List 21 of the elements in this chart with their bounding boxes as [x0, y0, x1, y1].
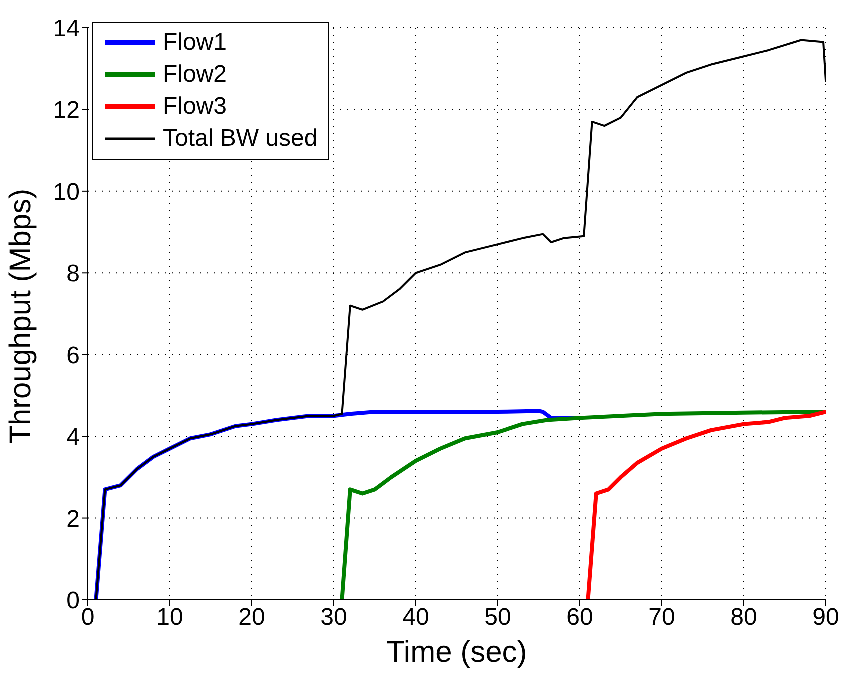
x-tick-label: 50 [484, 604, 512, 632]
x-tick-label: 60 [566, 604, 594, 632]
x-tick-label: 70 [648, 604, 676, 632]
x-tick-label: 30 [320, 604, 348, 632]
y-tick-label: 14 [53, 16, 80, 43]
y-tick-label: 10 [53, 178, 80, 206]
legend-label: Flow3 [163, 92, 228, 122]
x-tick-label: 40 [402, 604, 430, 632]
legend-label: Total BW used [163, 124, 318, 154]
legend-label: Flow1 [163, 28, 228, 58]
x-tick-label: 10 [156, 604, 184, 632]
y-tick-label: 6 [66, 342, 80, 370]
y-tick-label: 12 [53, 97, 80, 124]
y-axis-title: Throughput (Mbps) [4, 188, 38, 444]
y-tick-label: 4 [66, 424, 80, 452]
x-axis-title: Time (sec) [386, 636, 528, 669]
y-tick-label: 8 [66, 260, 80, 288]
x-tick-label: 80 [730, 604, 758, 632]
y-tick-label: 2 [66, 506, 80, 533]
legend-label: Flow2 [163, 60, 228, 90]
x-tick-label: 20 [238, 604, 266, 632]
